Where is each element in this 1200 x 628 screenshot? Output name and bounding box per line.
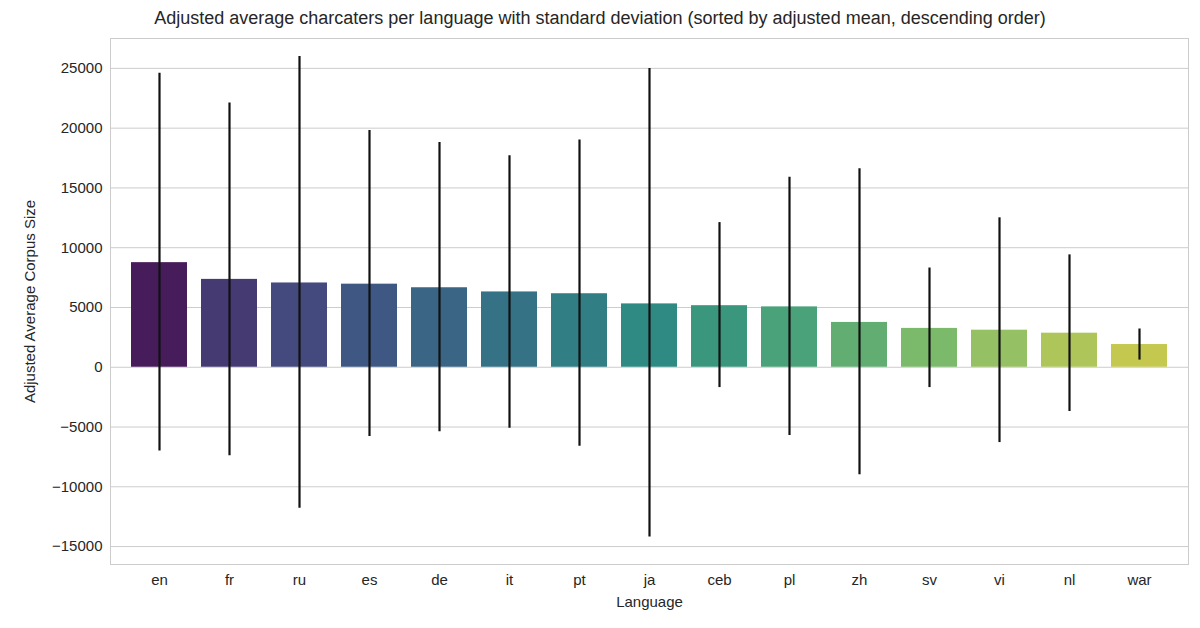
svg-text:fr: fr	[225, 571, 234, 588]
svg-text:25000: 25000	[61, 59, 103, 76]
svg-text:Adjusted Average Corpus Size: Adjusted Average Corpus Size	[21, 200, 38, 403]
svg-text:10000: 10000	[61, 239, 103, 256]
svg-text:pt: pt	[573, 571, 586, 588]
svg-text:nl: nl	[1064, 571, 1076, 588]
svg-text:ru: ru	[293, 571, 306, 588]
svg-text:−5000: −5000	[60, 418, 102, 435]
svg-text:vi: vi	[994, 571, 1005, 588]
svg-text:en: en	[151, 571, 168, 588]
svg-text:de: de	[431, 571, 448, 588]
svg-text:zh: zh	[852, 571, 868, 588]
svg-text:ja: ja	[643, 571, 656, 588]
svg-text:pl: pl	[784, 571, 796, 588]
svg-text:−15000: −15000	[52, 537, 102, 554]
svg-text:es: es	[362, 571, 378, 588]
svg-text:Language: Language	[616, 593, 683, 610]
svg-text:20000: 20000	[61, 119, 103, 136]
html-text:Adjusted average charcaters pe: Adjusted average charcaters per language…	[154, 8, 1046, 28]
svg-text:15000: 15000	[61, 179, 103, 196]
svg-text:5000: 5000	[69, 298, 102, 315]
svg-text:it: it	[506, 571, 514, 588]
svg-text:ceb: ceb	[707, 571, 731, 588]
svg-text:0: 0	[94, 358, 102, 375]
svg-text:−10000: −10000	[52, 478, 102, 495]
svg-text:sv: sv	[922, 571, 938, 588]
svg-text:war: war	[1126, 571, 1151, 588]
